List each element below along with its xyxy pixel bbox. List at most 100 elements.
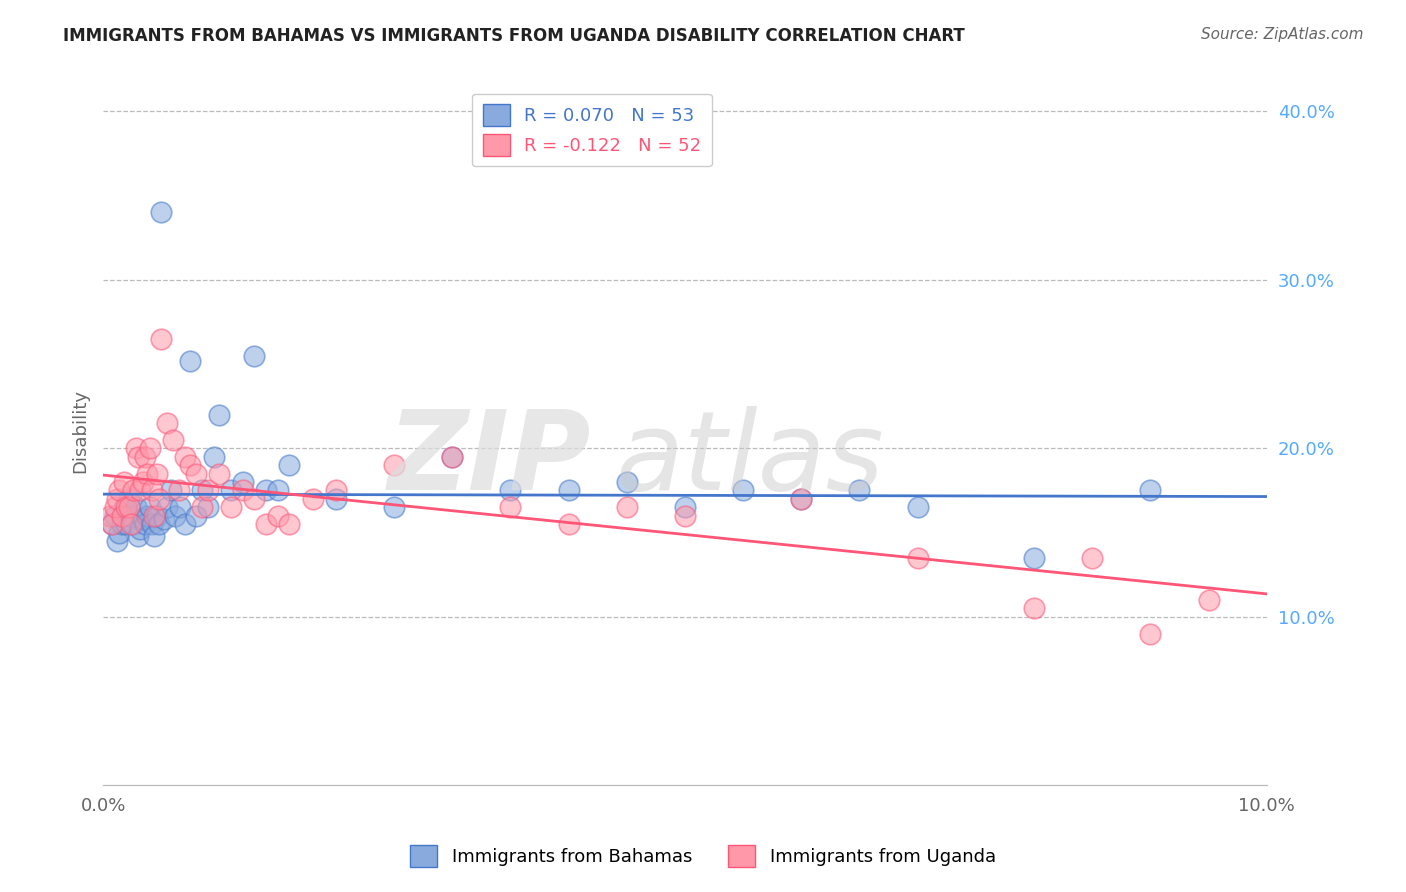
Point [136,508,159,523]
Point [131,475,153,489]
Point [266,508,288,523]
Point [141,517,163,532]
Point [108,483,131,498]
Point [325,491,347,506]
Point [115,500,138,515]
Point [616,500,638,515]
Point [382,500,405,515]
Point [165,508,187,523]
Point [122,517,145,532]
Point [254,517,277,532]
Point [145,467,167,481]
Point [325,483,347,498]
Point [138,442,160,456]
Point [219,483,242,498]
Point [111,508,134,523]
Point [134,450,156,464]
Point [301,491,323,506]
Point [108,525,131,540]
Point [136,467,159,481]
Legend: Immigrants from Bahamas, Immigrants from Uganda: Immigrants from Bahamas, Immigrants from… [404,838,1002,874]
Point [104,508,127,523]
Point [191,500,214,515]
Point [186,467,208,481]
Point [152,512,174,526]
Point [499,483,522,498]
Point [197,483,219,498]
Point [382,458,405,472]
Point [129,522,152,536]
Point [112,475,135,489]
Point [197,500,219,515]
Point [111,517,134,532]
Point [243,349,266,363]
Point [278,517,301,532]
Point [232,475,254,489]
Point [134,517,156,532]
Point [179,458,201,472]
Point [441,450,464,464]
Point [733,483,755,498]
Point [122,483,145,498]
Point [105,534,128,549]
Point [148,491,170,506]
Point [208,408,231,422]
Point [173,450,195,464]
Point [120,517,142,532]
Point [266,483,288,498]
Point [907,550,929,565]
Point [131,512,153,526]
Point [101,517,124,532]
Point [118,500,141,515]
Point [125,500,148,515]
Point [162,433,184,447]
Point [441,450,464,464]
Point [1198,593,1220,607]
Point [254,483,277,498]
Point [790,491,813,506]
Point [98,508,121,523]
Point [557,517,579,532]
Point [278,458,301,472]
Point [156,416,179,430]
Point [1139,626,1161,640]
Point [169,500,191,515]
Point [115,517,138,532]
Point [232,483,254,498]
Point [156,500,179,515]
Point [673,500,696,515]
Point [186,508,208,523]
Text: atlas: atlas [616,406,884,513]
Point [173,517,195,532]
Point [907,500,929,515]
Point [499,500,522,515]
Point [118,491,141,506]
Point [150,205,173,219]
Point [159,483,181,498]
Legend: R = 0.070   N = 53, R = -0.122   N = 52: R = 0.070 N = 53, R = -0.122 N = 52 [471,94,711,167]
Point [150,332,173,346]
Point [143,529,166,543]
Point [167,483,190,498]
Point [1081,550,1104,565]
Point [112,500,135,515]
Point [101,517,124,532]
Point [848,483,870,498]
Point [1022,601,1045,615]
Point [219,500,242,515]
Point [127,529,149,543]
Point [105,491,128,506]
Point [143,508,166,523]
Point [129,483,152,498]
Point [557,483,579,498]
Point [127,450,149,464]
Point [104,500,127,515]
Point [1139,483,1161,498]
Point [138,500,160,515]
Point [125,442,148,456]
Point [673,508,696,523]
Point [243,491,266,506]
Point [202,450,225,464]
Point [179,353,201,368]
Point [141,483,163,498]
